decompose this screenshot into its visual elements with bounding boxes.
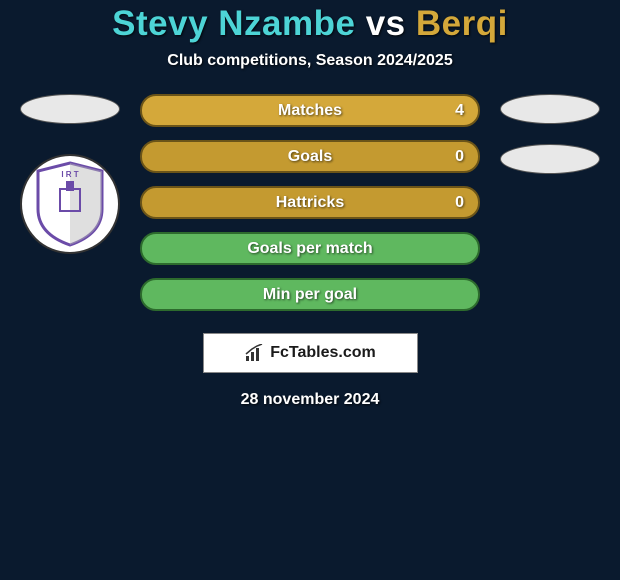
svg-text:I R T: I R T	[61, 170, 78, 179]
watermark: FcTables.com	[203, 333, 418, 373]
stat-label: Goals per match	[247, 240, 372, 258]
right-column	[500, 94, 600, 311]
date-text: 28 november 2024	[241, 391, 380, 409]
stat-label: Hattricks	[276, 194, 344, 212]
player2-name: Berqi	[416, 4, 508, 43]
placeholder-ellipse	[500, 144, 600, 174]
watermark-text: FcTables.com	[244, 344, 376, 362]
club-badge: I R T	[20, 154, 120, 254]
comparison-title: Stevy Nzambe vs Berqi	[112, 4, 508, 44]
stat-label: Min per goal	[263, 286, 357, 304]
placeholder-ellipse	[500, 94, 600, 124]
placeholder-ellipse	[20, 94, 120, 124]
subtitle: Club competitions, Season 2024/2025	[167, 52, 452, 70]
shield-icon: I R T	[30, 159, 110, 249]
vs-text: vs	[366, 4, 406, 43]
comparison-body: I R T Matches 4 Goals 0 Hattricks 0 Goals per …	[0, 94, 620, 311]
stat-row: Goals per match	[140, 232, 480, 265]
player1-name: Stevy Nzambe	[112, 4, 355, 43]
watermark-label: FcTables.com	[270, 344, 376, 362]
stat-row: Goals 0	[140, 140, 480, 173]
stat-value: 0	[455, 148, 464, 166]
stat-value: 0	[455, 194, 464, 212]
stat-row: Hattricks 0	[140, 186, 480, 219]
stat-value: 4	[455, 102, 464, 120]
stat-label: Matches	[278, 102, 342, 120]
stats-list: Matches 4 Goals 0 Hattricks 0 Goals per match M…	[140, 94, 480, 311]
stat-row: Min per goal	[140, 278, 480, 311]
left-column: I R T	[20, 94, 120, 311]
stat-label: Goals	[288, 148, 332, 166]
chart-icon	[244, 344, 266, 362]
stat-row: Matches 4	[140, 94, 480, 127]
